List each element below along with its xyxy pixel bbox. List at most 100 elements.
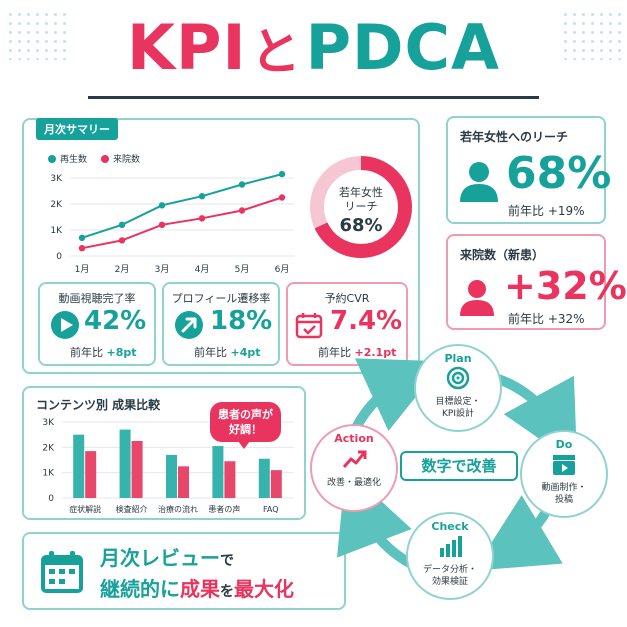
kpi-title: プロフィール遷移率 — [171, 292, 271, 305]
review-line: 継続的に成果を最大化 — [100, 575, 294, 606]
reach-card: 若年女性へのリーチ 68% 前年比 +19% — [446, 116, 611, 224]
y-tick-label: 0 — [48, 494, 54, 504]
monthly-summary-panel: 月次サマリー 再生数 来院数 0 1K 2K 3K 1月 2月 3月 4月 5月 6月 若年女性 … — [22, 118, 420, 374]
line-chart-legend: 再生数 来院数 — [48, 152, 140, 165]
play-icon — [51, 311, 79, 339]
cycle-node-action: Action 改善・最適化 — [310, 424, 398, 512]
kpi-title: 動画視聴完了率 — [58, 292, 136, 305]
bar — [73, 434, 85, 498]
x-tick-label: 4月 — [195, 264, 210, 275]
kpi-sub-value: +8pt — [106, 346, 137, 359]
x-tick-label: 患者の声 — [208, 504, 240, 514]
kpi-sub: 前年比 +4pt — [194, 344, 261, 360]
y-tick-label: 1K — [42, 469, 55, 479]
bar — [212, 446, 224, 498]
y-tick-label: 2K — [50, 200, 63, 210]
data-point — [78, 234, 86, 241]
kpi-sub-label: 前年比 — [318, 346, 351, 359]
bar — [224, 461, 236, 498]
x-tick-label: 症状解説 — [69, 504, 101, 514]
clapperboard-icon — [553, 455, 575, 475]
data-point — [118, 221, 126, 228]
data-point — [158, 221, 166, 228]
data-point — [118, 237, 126, 244]
cycle-arrow — [351, 358, 445, 432]
x-tick-label: 6月 — [275, 264, 290, 275]
kpi-sub-value: +4pt — [230, 346, 261, 359]
donut-label: リーチ — [344, 200, 378, 213]
visits-sub: 前年比 +32% — [508, 312, 585, 326]
donut-arc — [310, 156, 412, 258]
x-tick-label: 5月 — [235, 264, 250, 275]
cycle-node-title: Plan — [444, 352, 472, 365]
cycle-node-title: Check — [431, 520, 469, 533]
data-point — [238, 207, 246, 214]
kpi-sub: 前年比 +2.1pt — [318, 344, 396, 360]
x-tick-label: 3月 — [155, 264, 170, 275]
y-tick-label: 3K — [50, 174, 63, 184]
bar — [85, 451, 97, 498]
x-tick-label: 2月 — [115, 264, 130, 275]
visits-title: 来院数（新患） — [460, 248, 545, 262]
kpi-card: プロフィール遷移率 18% 前年比 +4pt — [162, 282, 280, 366]
cycle-node-do: Do 動画制作・ 投稿 — [520, 430, 608, 518]
y-tick-label: 2K — [42, 443, 55, 453]
donut-label: 若年女性 — [339, 186, 383, 199]
data-point — [278, 170, 286, 178]
review-highlight: 最大化 — [234, 577, 294, 601]
donut-value: 68% — [339, 215, 383, 236]
bar — [131, 441, 143, 498]
data-point — [198, 215, 206, 222]
donut-center-label: 若年女性 リーチ 68% — [316, 186, 406, 238]
trend-up-icon — [342, 450, 367, 468]
page-title: KPIとPDCA — [0, 8, 627, 92]
review-highlight: 成果 — [180, 577, 220, 601]
person-icon — [460, 162, 498, 202]
kpi-sub-label: 前年比 — [194, 346, 227, 359]
data-point — [198, 193, 206, 200]
calendar-check-icon — [295, 313, 323, 339]
review-particle: で — [220, 553, 234, 569]
person-icon — [460, 280, 494, 316]
review-phrase: 継続的に — [100, 577, 180, 601]
cycle-center-label: 数字で改善 — [400, 451, 518, 481]
bar — [119, 429, 131, 498]
data-point — [158, 202, 166, 209]
cycle-node-desc: 改善・最適化 — [326, 478, 381, 488]
title-kpi: KPI — [127, 11, 247, 84]
bar-chart-icon — [440, 536, 462, 557]
decorative-dots — [6, 10, 66, 60]
data-point — [278, 194, 286, 201]
speech-bubble: 患者の声が 好調！ — [210, 402, 281, 449]
reach-title: 若年女性へのリーチ — [460, 130, 569, 144]
x-tick-label: 1月 — [75, 264, 90, 275]
cycle-node-title: Action — [334, 432, 374, 445]
bar — [166, 454, 177, 498]
reach-sub: 前年比 +19% — [508, 204, 585, 218]
kpi-title: 予約CVR — [324, 292, 370, 305]
series-line — [81, 196, 283, 250]
review-text: 月次レビューで 継続的に成果を最大化 — [100, 544, 294, 606]
title-to: と — [250, 23, 302, 81]
target-icon — [446, 366, 470, 390]
line-chart: 0 1K 2K 3K 1月 2月 3月 4月 5月 6月 — [50, 170, 294, 275]
kpi-sub-value: +2.1pt — [354, 346, 397, 359]
kpi-value: 7.4% — [330, 306, 403, 336]
legend-label: 再生数 — [60, 155, 88, 165]
bar — [258, 458, 270, 498]
kpi-sub-label: 前年比 — [70, 346, 103, 359]
monthly-summary-tag: 月次サマリー — [36, 118, 118, 140]
cycle-node-title: Do — [555, 438, 573, 451]
bubble-text: 患者の声が — [218, 408, 273, 421]
data-point — [238, 181, 246, 188]
review-particle: を — [220, 584, 234, 600]
bubble-text: 好調！ — [229, 423, 262, 436]
cycle-node-desc: データ分析・ 効果検証 — [422, 565, 477, 587]
bar — [270, 470, 282, 498]
monthly-review-panel: 月次レビューで 継続的に成果を最大化 — [22, 532, 346, 610]
visits-card: 来院数（新患） +32% 前年比 +32% — [446, 234, 627, 330]
legend-item: 来院数 — [101, 152, 140, 165]
kpi-card: 予約CVR 7.4% 前年比 +2.1pt — [286, 282, 408, 366]
bar-chart-title: コンテンツ別 成果比較 — [36, 398, 161, 412]
y-tick-label: 3K — [42, 418, 55, 428]
